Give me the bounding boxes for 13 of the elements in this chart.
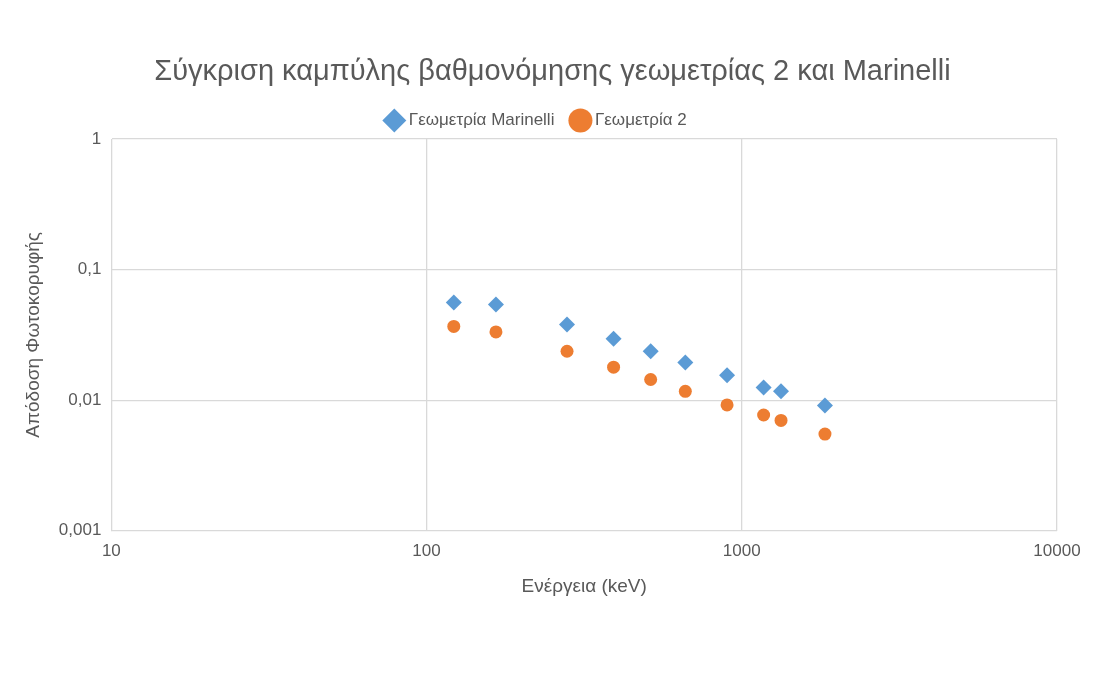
legend-label: Γεωμετρία Marinelli bbox=[408, 110, 555, 130]
y-tick-label: 0,01 bbox=[68, 389, 102, 409]
x-axis-title: Ενέργεια (keV) bbox=[521, 574, 647, 596]
x-tick-label: 100 bbox=[412, 540, 441, 560]
y-axis-title: Απόδοση Φωτοκορυφής bbox=[21, 232, 43, 438]
y-tick-label: 0,001 bbox=[58, 520, 102, 540]
legend-label: Γεωμετρία 2 bbox=[594, 110, 687, 130]
y-tick-label: 0,1 bbox=[77, 259, 102, 279]
x-tick-label: 10000 bbox=[1033, 540, 1081, 560]
chart-title: Σύγκριση καμπύλης βαθμονόμησης γεωμετρίας 2 και Marinelli bbox=[153, 53, 952, 88]
x-tick-label: 10 bbox=[101, 540, 121, 560]
y-tick-label: 1 bbox=[91, 128, 102, 148]
x-tick-label: 1000 bbox=[722, 540, 761, 560]
